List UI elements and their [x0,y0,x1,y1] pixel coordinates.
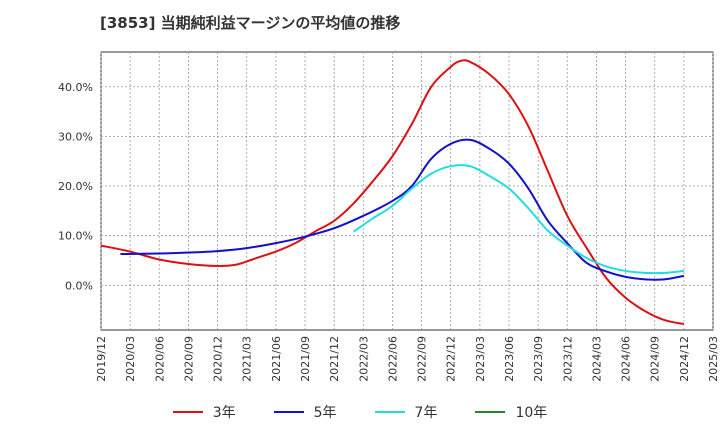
x-tick-label: 2023/12 [561,336,574,382]
y-tick-label: 30.0% [58,130,93,143]
x-tick-label: 2020/03 [124,336,137,382]
grid-lines [100,52,714,330]
x-tick-label: 2021/06 [270,336,283,382]
x-tick-label: 2025/03 [707,336,720,382]
legend-swatch [475,411,506,413]
x-tick-label: 2022/03 [357,336,370,382]
legend-label: 5年 [313,405,337,421]
x-tick-label: 2024/12 [678,336,691,382]
x-tick-label: 2021/12 [328,336,341,382]
chart-title: [3853] 当期純利益マージンの平均値の推移 [100,14,401,32]
legend-label: 10年 [515,405,548,421]
legend-swatch [273,411,304,413]
x-tick-label: 2023/06 [503,336,516,382]
legend-swatch [172,411,203,413]
x-tick-label: 2023/09 [532,336,545,382]
x-tick-label: 2021/03 [241,336,254,382]
y-tick-label: 0.0% [65,279,93,292]
legend: 3年 5年 7年 10年 [0,402,720,422]
legend-item: 3年 [172,402,236,422]
line-chart: 0.0%10.0%20.0%30.0%40.0% 2019/12 2020/03 2… [58,51,720,382]
x-tick-label: 2023/03 [474,336,487,382]
legend-label: 7年 [414,405,438,421]
y-axis-ticks: 0.0% 10.0% 20.0% 30.0% 40.0% [58,81,93,293]
series-lines [100,59,685,326]
y-tick-label: 40.0% [58,81,93,94]
series-line-7年 [353,164,684,275]
x-tick-label: 2024/03 [590,336,603,382]
legend-label: 3年 [212,405,236,421]
x-axis-ticks: 2019/12 2020/03 2020/06 2020/09 2020/12 2021/… [95,336,720,382]
legend-item: 10年 [475,402,547,422]
x-tick-label: 2024/09 [649,336,662,382]
x-tick-label: 2019/12 [95,336,108,382]
x-tick-label: 2022/06 [386,336,399,382]
x-tick-label: 2024/06 [620,336,633,382]
legend-swatch [374,411,405,413]
legend-item: 7年 [374,402,438,422]
legend-item: 5年 [273,402,337,422]
x-tick-label: 2022/09 [416,336,429,382]
x-tick-label: 2020/06 [153,336,166,382]
y-tick-label: 10.0% [58,230,93,243]
x-tick-label: 2022/12 [445,336,458,382]
series-line-5年 [120,138,685,281]
y-tick-label: 20.0% [58,180,93,193]
x-tick-label: 2020/09 [182,336,195,382]
x-tick-label: 2020/12 [212,336,225,382]
x-tick-label: 2021/09 [299,336,312,382]
series-line-3年 [100,59,685,326]
